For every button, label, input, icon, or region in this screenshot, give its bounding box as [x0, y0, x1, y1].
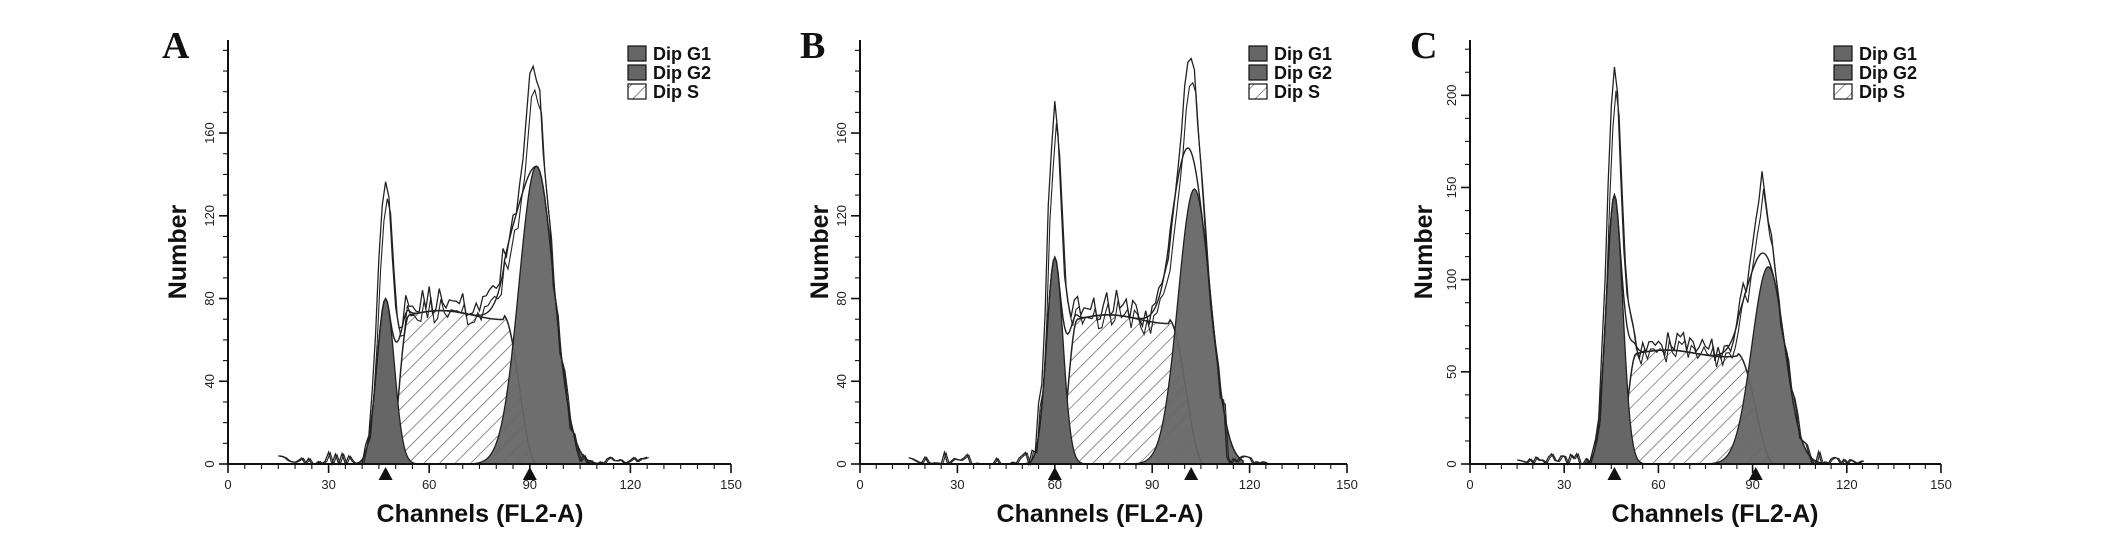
x-tick-label: 30	[950, 477, 964, 492]
panel-c: C 0 30 60 90 120 150 0 50 100 150 200 Channels (FL2-…	[1410, 25, 1952, 528]
x-tick-label: 150	[720, 477, 742, 492]
legend-label: Dip S	[1274, 82, 1320, 102]
x-axis-title: Channels (FL2-A)	[1612, 500, 1819, 528]
x-tick-label: 90	[1745, 477, 1759, 492]
x-axis-title: Channels (FL2-A)	[377, 500, 584, 528]
peak-marker-triangle	[1607, 467, 1622, 480]
y-axis-title: Number	[164, 205, 192, 300]
y-tick-label: 40	[834, 374, 849, 388]
x-tick-label: 60	[1651, 477, 1665, 492]
y-tick-label: 0	[1444, 460, 1459, 467]
legend-label: Dip G2	[1274, 63, 1332, 83]
legend-label: Dip G1	[1859, 44, 1917, 64]
legend-swatch-hatched	[1833, 83, 1853, 100]
legend-label: Dip S	[653, 82, 699, 102]
observed-histogram-line	[278, 64, 648, 467]
x-tick-label: 120	[1836, 477, 1858, 492]
legend-swatch-filled	[1248, 45, 1268, 62]
legend-label: Dip G1	[653, 44, 711, 64]
y-axis-title: Number	[1410, 205, 1438, 300]
legend-swatch-hatched	[627, 83, 647, 100]
legend-swatch-filled	[627, 64, 647, 81]
panel-a: A 0 30 60 90 120 150 0 40 80 120 160 Channels (FL2-A…	[162, 25, 742, 528]
observed-histogram-line-inner	[1518, 90, 1865, 466]
observed-histogram-line-inner	[910, 81, 1268, 467]
x-tick-label: 120	[620, 477, 642, 492]
legend-label: Dip G1	[1274, 44, 1332, 64]
x-tick-label: 60	[422, 477, 436, 492]
y-tick-label: 100	[1444, 269, 1459, 291]
peak-marker-triangle	[1184, 467, 1199, 480]
y-tick-label: 120	[202, 205, 217, 227]
peak-marker-triangle	[378, 467, 393, 480]
legend-swatch-hatched	[1248, 83, 1268, 100]
peak-marker-triangle	[522, 467, 537, 480]
x-tick-label: 120	[1239, 477, 1261, 492]
legend-label: Dip S	[1859, 82, 1905, 102]
x-tick-label: 30	[1557, 477, 1571, 492]
y-tick-label: 0	[834, 460, 849, 467]
x-axis-title: Channels (FL2-A)	[997, 500, 1204, 528]
y-tick-label: 160	[202, 122, 217, 144]
observed-histogram-line	[908, 57, 1267, 467]
x-tick-label: 30	[321, 477, 335, 492]
legend-swatch-filled	[1248, 64, 1268, 81]
x-tick-label: 0	[224, 477, 231, 492]
legend-label: Dip G2	[1859, 63, 1917, 83]
y-tick-label: 80	[834, 291, 849, 305]
x-tick-label: 150	[1336, 477, 1358, 492]
y-tick-label: 40	[202, 374, 217, 388]
y-tick-label: 120	[834, 205, 849, 227]
observed-histogram-line-inner	[279, 88, 650, 466]
peak-marker-triangle	[1047, 467, 1062, 480]
legend-swatch-filled	[627, 45, 647, 62]
legend-swatch-filled	[1833, 45, 1853, 62]
legend-swatch-filled	[1833, 64, 1853, 81]
x-tick-label: 90	[523, 477, 537, 492]
y-axis-title: Number	[806, 205, 834, 300]
y-tick-label: 150	[1444, 177, 1459, 199]
y-tick-label: 50	[1444, 365, 1459, 379]
x-tick-label: 90	[1145, 477, 1159, 492]
panel-letter: A	[162, 25, 190, 67]
x-tick-label: 150	[1930, 477, 1952, 492]
x-tick-label: 60	[1048, 477, 1062, 492]
y-tick-label: 80	[202, 291, 217, 305]
peak-marker-triangle	[1748, 467, 1763, 480]
y-tick-label: 200	[1444, 84, 1459, 106]
x-tick-label: 0	[1466, 477, 1473, 492]
panel-letter: B	[800, 25, 825, 67]
panel-letter: C	[1410, 25, 1437, 67]
panel-b: B 0 30 60 90 120 150 0 40 80 120 160 Channels (FL2-A…	[800, 25, 1358, 528]
legend-label: Dip G2	[653, 63, 711, 83]
y-tick-label: 160	[834, 122, 849, 144]
x-tick-label: 0	[856, 477, 863, 492]
y-tick-label: 0	[202, 460, 217, 467]
